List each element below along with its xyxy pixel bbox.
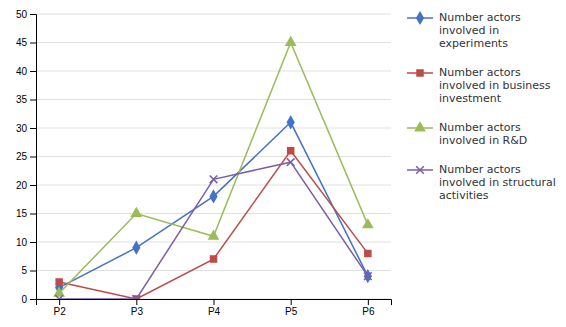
y-tick: 15 bbox=[16, 208, 36, 219]
legend-label: Number actorsinvolved in businessinvestm… bbox=[439, 66, 551, 105]
point-marker bbox=[132, 295, 140, 299]
y-tick: 10 bbox=[16, 237, 36, 248]
y-axis: 0 5 10 15 20 25 30 35 40 45 50 bbox=[16, 9, 37, 305]
legend-item: Number actorsinvolved in businessinvestm… bbox=[407, 66, 551, 105]
y-tick: 30 bbox=[16, 123, 36, 134]
x-tick: P4 bbox=[208, 299, 221, 317]
legend-item: Number actorsinvolved in structuralactiv… bbox=[407, 163, 556, 202]
grid-line bbox=[36, 128, 391, 129]
series-line bbox=[59, 43, 368, 294]
x-tick: P2 bbox=[54, 299, 67, 317]
point-marker bbox=[363, 220, 372, 228]
point-marker bbox=[287, 158, 295, 166]
y-tick-mark bbox=[30, 242, 36, 243]
y-axis-line bbox=[30, 15, 37, 300]
point-marker bbox=[211, 256, 217, 262]
y-tick-label: 25 bbox=[16, 151, 28, 162]
x-tick-label: P4 bbox=[208, 306, 221, 317]
legend-marker bbox=[416, 166, 424, 174]
chart: 0 5 10 15 20 25 30 35 40 45 50 P2 P3 P4 P5 P6 Number act… bbox=[0, 0, 566, 327]
y-tick: 0 bbox=[21, 294, 36, 305]
legend: Number actorsinvolved inexperiments Numbe… bbox=[407, 11, 556, 202]
point-marker bbox=[287, 117, 293, 128]
y-tick: 5 bbox=[21, 265, 36, 276]
grid-line bbox=[36, 185, 391, 186]
y-tick-label: 45 bbox=[16, 37, 28, 48]
x-tick-label: P2 bbox=[54, 306, 67, 317]
grid-line bbox=[36, 242, 391, 243]
point-marker bbox=[210, 191, 216, 202]
x-tick-mark bbox=[368, 299, 369, 305]
x-tick-label: P6 bbox=[362, 306, 375, 317]
point-marker bbox=[133, 242, 139, 253]
y-tick-label: 40 bbox=[16, 66, 28, 77]
series-line bbox=[59, 162, 368, 299]
y-tick-label: 5 bbox=[21, 265, 27, 276]
y-tick-mark bbox=[30, 43, 36, 44]
grid-line bbox=[36, 71, 391, 72]
legend-marker bbox=[415, 123, 424, 131]
y-tick: 50 bbox=[16, 9, 36, 20]
legend-label: Number actorsinvolved inexperiments bbox=[439, 11, 521, 50]
y-tick-mark bbox=[30, 128, 36, 129]
point-marker bbox=[288, 148, 294, 154]
y-tick-label: 35 bbox=[16, 94, 28, 105]
legend-item: Number actorsinvolved inexperiments bbox=[407, 11, 521, 50]
grid-line bbox=[36, 42, 391, 43]
point-marker bbox=[210, 175, 218, 183]
point-marker bbox=[365, 250, 371, 256]
point-marker bbox=[286, 37, 295, 45]
legend-marker bbox=[417, 12, 423, 23]
point-marker bbox=[132, 208, 141, 216]
x-axis: P2 P3 P4 P5 P6 bbox=[37, 299, 392, 317]
y-tick-mark bbox=[30, 185, 36, 186]
plot: 0 5 10 15 20 25 30 35 40 45 50 P2 P3 P4 P5 P6 bbox=[16, 9, 392, 317]
x-tick-mark bbox=[136, 299, 137, 305]
y-tick-label: 50 bbox=[16, 9, 28, 20]
x-tick-label: P3 bbox=[131, 306, 144, 317]
y-tick-mark bbox=[30, 271, 36, 272]
y-tick: 40 bbox=[16, 66, 36, 77]
marks bbox=[55, 37, 373, 299]
y-tick-label: 20 bbox=[16, 180, 28, 191]
x-axis-line bbox=[37, 300, 392, 306]
series-line bbox=[59, 151, 368, 299]
legend-marker bbox=[417, 70, 423, 76]
y-tick-mark bbox=[30, 71, 36, 72]
x-tick-mark bbox=[291, 299, 292, 305]
y-tick: 35 bbox=[16, 94, 36, 105]
y-tick: 25 bbox=[16, 151, 36, 162]
x-tick-mark bbox=[214, 299, 215, 305]
grid bbox=[36, 14, 391, 299]
y-tick-mark bbox=[30, 157, 36, 158]
point-marker bbox=[55, 295, 63, 299]
y-tick: 45 bbox=[16, 37, 36, 48]
y-tick-mark bbox=[30, 214, 36, 215]
grid-line bbox=[36, 156, 391, 157]
y-tick-label: 30 bbox=[16, 123, 28, 134]
x-tick: P5 bbox=[285, 299, 298, 317]
grid-line bbox=[36, 14, 391, 15]
y-tick-mark bbox=[30, 14, 36, 15]
series-line bbox=[59, 122, 368, 287]
y-tick-label: 10 bbox=[16, 237, 28, 248]
x-tick-label: P5 bbox=[285, 306, 298, 317]
x-tick: P6 bbox=[362, 299, 375, 317]
x-tick: P3 bbox=[131, 299, 144, 317]
point-marker bbox=[209, 231, 218, 239]
y-tick-mark bbox=[30, 299, 36, 300]
grid-line bbox=[36, 99, 391, 100]
y-tick-mark bbox=[30, 100, 36, 101]
legend-item: Number actorsinvolved in R&D bbox=[407, 121, 527, 147]
legend-label: Number actorsinvolved in structuralactiv… bbox=[439, 163, 556, 202]
y-tick: 20 bbox=[16, 180, 36, 191]
y-tick-label: 15 bbox=[16, 208, 28, 219]
point-marker bbox=[55, 288, 64, 296]
x-tick-mark bbox=[59, 299, 60, 305]
grid-line bbox=[36, 270, 391, 271]
legend-label: Number actorsinvolved in R&D bbox=[439, 121, 527, 147]
point-marker bbox=[56, 279, 62, 285]
y-tick-label: 0 bbox=[21, 294, 27, 305]
point-marker bbox=[364, 272, 372, 280]
